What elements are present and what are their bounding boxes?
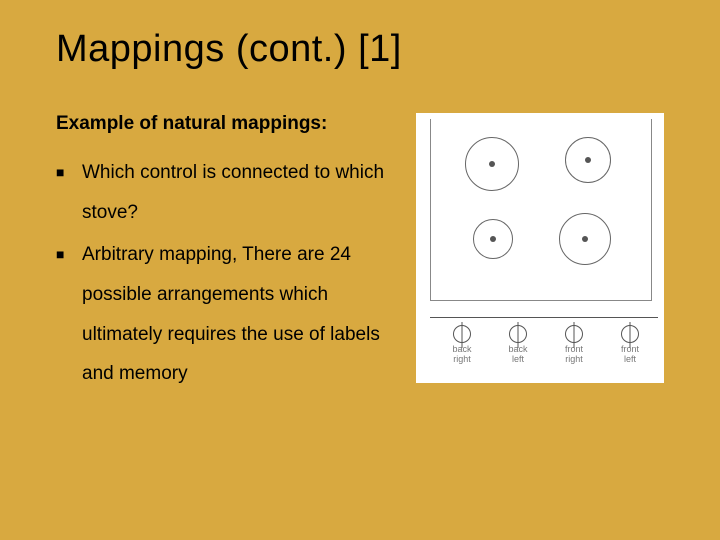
slide-title: Mappings (cont.) [1]: [56, 28, 664, 71]
knob-item: front left: [606, 325, 654, 365]
stove-panel: [430, 119, 652, 301]
subtitle: Example of natural mappings:: [56, 113, 396, 135]
knob-icon: [565, 325, 583, 343]
burner-bottom-left-icon: [473, 219, 513, 259]
stove-figure: back right back left f: [416, 113, 664, 383]
bullet-item: Arbitrary mapping, There are 24 possible…: [56, 235, 396, 395]
divider-line: [430, 317, 658, 318]
slide: Mappings (cont.) [1] Example of natural …: [0, 0, 720, 540]
knob-item: back left: [494, 325, 542, 365]
burner-top-left-icon: [465, 137, 519, 191]
bullet-list: Which control is connected to which stov…: [56, 153, 396, 394]
burner-bottom-right-icon: [559, 213, 611, 265]
knob-row: back right back left f: [438, 325, 654, 365]
text-column: Example of natural mappings: Which contr…: [56, 113, 396, 396]
knob-icon: [509, 325, 527, 343]
figure-inner: back right back left f: [416, 113, 664, 383]
knob-item: front right: [550, 325, 598, 365]
bullet-item: Which control is connected to which stov…: [56, 153, 396, 233]
knob-icon: [453, 325, 471, 343]
burner-top-right-icon: [565, 137, 611, 183]
content-row: Example of natural mappings: Which contr…: [56, 113, 664, 396]
knob-icon: [621, 325, 639, 343]
knob-item: back right: [438, 325, 486, 365]
